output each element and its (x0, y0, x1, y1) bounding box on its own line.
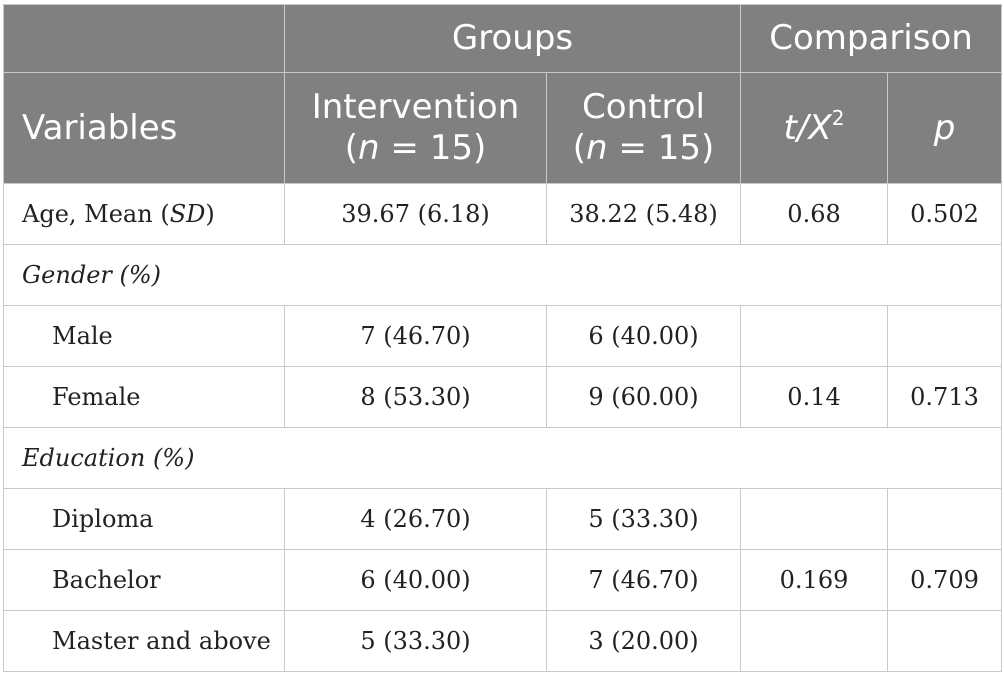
header-p-value: p (887, 72, 1003, 184)
row-label: Bachelor (3, 549, 285, 611)
cell-p-value: 0.709 (887, 549, 1003, 611)
header-control-label: Control (582, 87, 705, 128)
header-intervention: Intervention (n = 15) (284, 72, 547, 184)
cell-statistic (740, 610, 889, 672)
row-label: Male (3, 305, 285, 367)
table-row-female: Female 8 (53.30) 9 (60.00) 0.14 0.713 (3, 366, 1003, 428)
cell-intervention: 8 (53.30) (284, 366, 547, 428)
cell-intervention: 5 (33.30) (284, 610, 547, 672)
cell-control: 3 (20.00) (545, 610, 742, 672)
cell-intervention: 4 (26.70) (284, 488, 547, 550)
row-label: Master and above (3, 610, 285, 672)
header-intervention-n: (n = 15) (344, 128, 487, 168)
cell-control: 5 (33.30) (545, 488, 742, 550)
cell-p-value: 0.713 (887, 366, 1003, 428)
cell-p-value (887, 488, 1003, 550)
table-section-education: Education (%) (2, 427, 1003, 489)
cell-statistic: 0.169 (740, 549, 889, 611)
header-intervention-label: Intervention (311, 87, 520, 128)
cell-control: 9 (60.00) (545, 366, 742, 428)
cell-intervention: 7 (46.70) (284, 305, 547, 367)
cell-statistic (740, 488, 889, 550)
header-comparison: Comparison (740, 4, 1003, 73)
table-row-age: Age, Mean (SD) 39.67 (6.18) 38.22 (5.48)… (3, 183, 1003, 245)
header-test-statistic: t/X2 (740, 72, 889, 184)
row-label: Age, Mean (SD) (3, 183, 285, 245)
cell-control: 38.22 (5.48) (545, 183, 742, 245)
row-label: Female (3, 366, 285, 428)
cell-p-value (887, 610, 1003, 672)
cell-p-value (887, 305, 1003, 367)
cell-p-value: 0.502 (887, 183, 1003, 245)
cell-control: 7 (46.70) (545, 549, 742, 611)
header-control: Control (n = 15) (545, 72, 742, 184)
table-row-diploma: Diploma 4 (26.70) 5 (33.30) (3, 488, 1003, 550)
header-variables: Variables (3, 72, 285, 184)
header-control-n: (n = 15) (572, 128, 715, 168)
table-row-master: Master and above 5 (33.30) 3 (20.00) (3, 610, 1003, 672)
cell-intervention: 39.67 (6.18) (284, 183, 547, 245)
row-label: Diploma (3, 488, 285, 550)
table-row-bachelor: Bachelor 6 (40.00) 7 (46.70) 0.169 0.709 (3, 549, 1003, 611)
section-label: Gender (%) (2, 244, 1003, 306)
section-label: Education (%) (2, 427, 1003, 489)
cell-intervention: 6 (40.00) (284, 549, 547, 611)
header-empty-cell (3, 4, 285, 73)
cell-statistic: 0.14 (740, 366, 889, 428)
cell-control: 6 (40.00) (545, 305, 742, 367)
table-section-gender: Gender (%) (2, 244, 1003, 306)
cell-statistic (740, 305, 889, 367)
demographics-table: Groups Comparison Variables Intervention… (2, 4, 1003, 672)
header-groups: Groups (283, 4, 742, 73)
table-row-male: Male 7 (46.70) 6 (40.00) (3, 305, 1003, 367)
cell-statistic: 0.68 (740, 183, 889, 245)
